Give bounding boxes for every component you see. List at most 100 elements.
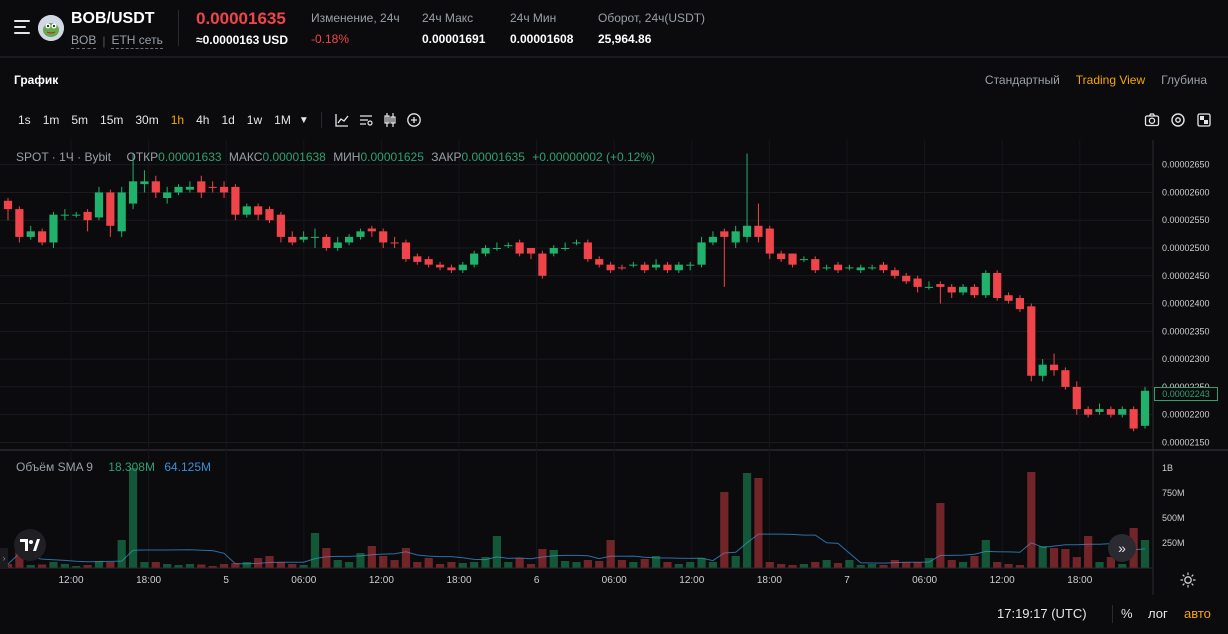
candle-body <box>470 253 479 265</box>
utc-clock[interactable]: 17:19:17 (UTC) <box>997 606 1087 621</box>
volume-bar <box>674 564 683 568</box>
candle-body <box>879 264 888 271</box>
candle-body <box>151 181 160 193</box>
scroll-to-realtime-icon[interactable]: » <box>1108 534 1136 562</box>
legend-low-label: МИН <box>333 150 361 164</box>
volume-bar <box>993 562 1002 568</box>
chart-footer: 17:19:17 (UTC) % лог авто <box>0 595 1228 634</box>
time-tick-label: 18:00 <box>446 575 471 586</box>
price-tick-label: 0.00002450 <box>1162 271 1210 281</box>
camera-icon[interactable] <box>1142 110 1162 130</box>
candle-body <box>288 236 297 243</box>
log-scale-toggle[interactable]: лог <box>1148 606 1168 621</box>
timeframe-30m[interactable]: 30m <box>135 113 159 127</box>
volume-bar <box>49 562 58 568</box>
volume-bar <box>811 562 820 568</box>
volume-bar <box>799 564 808 568</box>
fullscreen-icon[interactable] <box>1194 110 1214 130</box>
volume-bar <box>1049 548 1059 568</box>
candle-body <box>617 267 627 269</box>
volume-bar <box>583 560 592 568</box>
candle-body <box>208 186 217 188</box>
candle-body <box>379 231 388 243</box>
tradingview-logo-icon[interactable] <box>14 529 46 561</box>
volume-bar <box>435 564 445 568</box>
chart-area[interactable]: 0.00002650 0.00002600 0.00002550 0.00002500… <box>0 140 1228 595</box>
candle-body <box>356 231 365 237</box>
candle-body <box>38 231 47 243</box>
candle-body <box>1084 409 1093 415</box>
timeframe-1M[interactable]: 1M <box>274 113 291 127</box>
volume-bar <box>38 564 47 568</box>
timeframe-4h[interactable]: 4h <box>196 113 210 127</box>
candle-body <box>526 248 536 254</box>
add-indicator-icon[interactable] <box>402 110 426 130</box>
volume-bar <box>219 564 229 568</box>
candle-body <box>981 273 990 296</box>
volume-bar <box>549 550 558 568</box>
volume-bar <box>526 564 536 568</box>
indicator-chart-icon[interactable] <box>330 110 354 130</box>
settings-gear-icon[interactable] <box>1168 110 1188 130</box>
left-panel-handle-icon[interactable]: › <box>0 548 8 568</box>
timeframe-15m[interactable]: 15m <box>100 113 124 127</box>
candle-body <box>538 253 547 276</box>
timeframe-dropdown-icon[interactable]: ▼ <box>298 114 309 126</box>
volume-bar <box>470 562 479 568</box>
candle-body <box>26 231 35 237</box>
candle-type-icon[interactable] <box>378 110 402 130</box>
volume-bar <box>1140 540 1150 568</box>
timeframe-1h[interactable]: 1h <box>170 113 185 127</box>
volume-bar <box>345 562 354 568</box>
theme-sun-icon[interactable] <box>1180 572 1196 588</box>
percent-scale-toggle[interactable]: % <box>1121 606 1133 621</box>
timeframe-1s[interactable]: 1s <box>18 113 31 127</box>
settings-lines-icon[interactable] <box>354 110 378 130</box>
candle-body <box>1061 370 1070 387</box>
volume-bar <box>197 564 206 568</box>
candlestick-chart[interactable]: 0.00002650 0.00002600 0.00002550 0.00002500… <box>0 140 1228 595</box>
legend-open-label: ОТКР <box>126 150 159 164</box>
candle-body <box>561 248 570 249</box>
volume-bar <box>617 560 627 568</box>
stat-low: 24ч Мин 0.00001608 <box>510 11 573 46</box>
volume-bar <box>117 540 126 568</box>
candle-body <box>845 267 854 269</box>
pair-title[interactable]: BOB/USDT <box>71 10 155 27</box>
volume-bar <box>504 562 513 568</box>
candle-body <box>424 259 433 265</box>
time-tick-label: 06:00 <box>602 575 627 586</box>
legend-high: 0.00001638 <box>262 150 326 164</box>
menu-icon[interactable] <box>14 20 30 34</box>
volume-bar <box>561 561 570 568</box>
network-label[interactable]: ETH сеть <box>111 33 163 49</box>
volume-bar <box>72 566 81 568</box>
timeframe-1d[interactable]: 1d <box>221 113 235 127</box>
toolbar-divider <box>320 112 322 128</box>
volume-bar <box>720 492 729 568</box>
base-asset[interactable]: BOB <box>71 33 97 49</box>
view-standard[interactable]: Стандартный <box>984 73 1060 87</box>
price-tick-label: 0.00002550 <box>1162 215 1210 225</box>
timeframe-5m[interactable]: 5m <box>71 113 89 127</box>
auto-scale-toggle[interactable]: авто <box>1184 606 1211 621</box>
view-tradingview[interactable]: Trading View <box>1075 73 1146 87</box>
volume-bar <box>185 564 195 568</box>
view-depth[interactable]: Глубина <box>1161 73 1207 87</box>
price-tick-label: 0.00002350 <box>1162 326 1210 336</box>
time-tick-label: 18:00 <box>757 575 782 586</box>
volume-bar <box>254 558 263 568</box>
legend-open: 0.00001633 <box>158 150 222 164</box>
timeframe-1w[interactable]: 1w <box>246 113 263 127</box>
candle-body <box>435 264 445 268</box>
legend-symbol[interactable]: SPOT · 1Ч · Bybit <box>16 150 112 164</box>
volume-bar <box>265 556 274 568</box>
stat-turnover: Оборот, 24ч(USDT) 25,964.86 <box>598 11 705 46</box>
stat-high: 24ч Макс 0.00001691 <box>422 11 485 46</box>
candle-body <box>686 264 695 266</box>
volume-legend-label[interactable]: Объём SMA 9 <box>16 460 93 474</box>
last-price-usd: ≈0.0000163 USD <box>196 33 288 47</box>
timeframe-1m[interactable]: 1m <box>42 113 60 127</box>
candle-body <box>219 186 229 193</box>
volume-bar <box>936 503 945 568</box>
